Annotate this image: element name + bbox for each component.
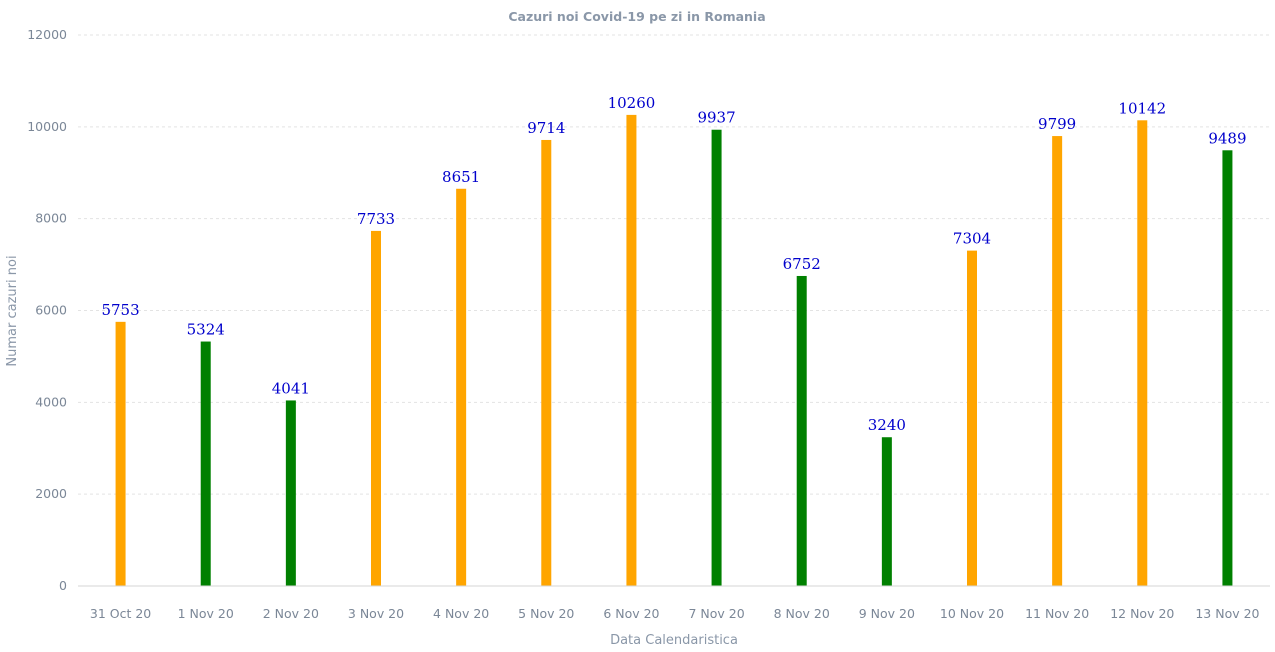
data-label: 9714	[527, 119, 565, 137]
bar[interactable]	[1137, 120, 1148, 586]
gridlines	[78, 34, 1270, 495]
x-tick-label: 5 Nov 20	[518, 606, 574, 621]
bar[interactable]	[881, 437, 892, 586]
bar[interactable]	[1052, 136, 1063, 587]
chart-title: Cazuri noi Covid-19 pe zi in Romania	[508, 9, 765, 24]
bar[interactable]	[541, 139, 552, 586]
x-tick-label: 3 Nov 20	[348, 606, 404, 621]
data-label: 4041	[272, 379, 310, 397]
x-tick-label: 8 Nov 20	[774, 606, 830, 621]
x-tick-label: 10 Nov 20	[940, 606, 1004, 621]
y-tick-label: 4000	[35, 394, 67, 409]
x-tick-label: 12 Nov 20	[1110, 606, 1174, 621]
bars	[115, 114, 1233, 587]
x-tick-label: 1 Nov 20	[178, 606, 234, 621]
y-axis-ticks: 0 2000 4000 6000 8000 10000 12000	[27, 27, 67, 593]
bar[interactable]	[626, 114, 637, 587]
data-label: 5753	[101, 301, 139, 319]
bar[interactable]	[711, 129, 722, 587]
bar[interactable]	[285, 400, 296, 586]
bar[interactable]	[371, 230, 381, 586]
y-tick-label: 6000	[35, 303, 67, 318]
data-label: 3240	[868, 416, 906, 434]
data-label: 10260	[608, 94, 656, 112]
bar[interactable]	[115, 321, 126, 586]
data-label: 6752	[783, 255, 821, 273]
bar[interactable]	[1222, 150, 1233, 586]
x-axis-title: Data Calendaristica	[610, 633, 738, 648]
x-tick-label: 9 Nov 20	[859, 606, 915, 621]
x-tick-label: 31 Oct 20	[90, 606, 151, 621]
data-label: 5324	[187, 321, 225, 339]
bar[interactable]	[200, 341, 211, 586]
x-axis-ticks: 31 Oct 20 1 Nov 20 2 Nov 20 3 Nov 20 4 Nov 2…	[90, 606, 1260, 621]
data-labels: 5753 5324 4041 7733 8651 9714 10260 9937 6752 324…	[101, 94, 1246, 434]
y-tick-label: 0	[59, 578, 67, 593]
data-label: 7304	[953, 230, 991, 248]
y-axis-title: Numar cazuri noi	[5, 255, 20, 366]
data-label: 8651	[442, 168, 480, 186]
data-label: 7733	[357, 210, 395, 228]
data-label: 10142	[1118, 99, 1166, 117]
x-tick-label: 13 Nov 20	[1195, 606, 1259, 621]
x-tick-label: 4 Nov 20	[433, 606, 489, 621]
data-label: 9937	[697, 109, 735, 127]
y-tick-label: 8000	[35, 211, 67, 226]
y-tick-label: 12000	[27, 27, 67, 42]
bar[interactable]	[796, 275, 807, 586]
x-tick-label: 11 Nov 20	[1025, 606, 1089, 621]
data-label: 9799	[1038, 115, 1076, 133]
bar[interactable]	[967, 250, 977, 586]
y-tick-label: 2000	[35, 486, 67, 501]
data-label: 9489	[1208, 129, 1246, 147]
y-tick-label: 10000	[27, 119, 67, 134]
x-tick-label: 6 Nov 20	[603, 606, 659, 621]
bar[interactable]	[456, 188, 467, 587]
x-tick-label: 2 Nov 20	[263, 606, 319, 621]
x-tick-label: 7 Nov 20	[688, 606, 744, 621]
